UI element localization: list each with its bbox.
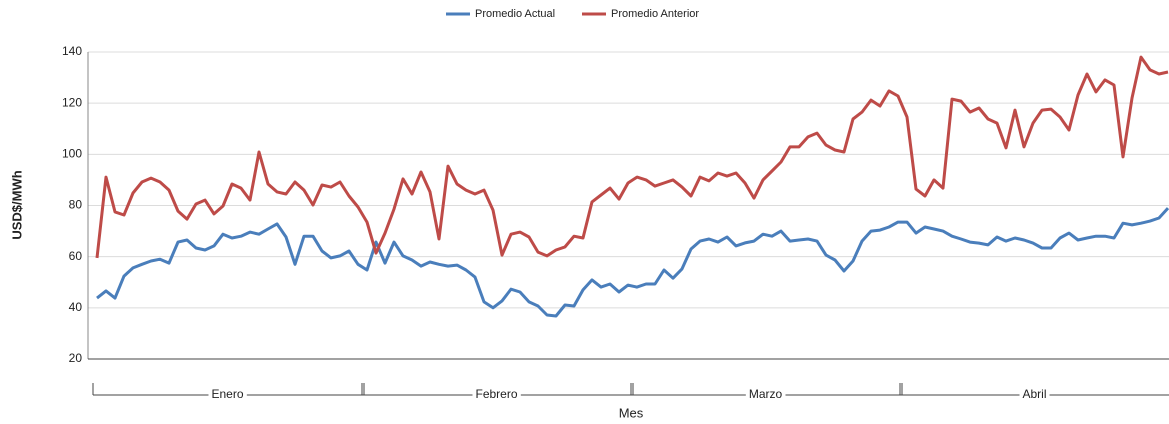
y-tick-label: 120 — [62, 95, 82, 109]
label-bg — [472, 387, 521, 402]
y-tick-label: 100 — [62, 147, 82, 161]
y-tick-label: 80 — [69, 198, 83, 212]
y-tick-label: 20 — [69, 351, 83, 365]
label-bg — [745, 387, 786, 402]
series-line — [96, 207, 1169, 318]
x-tick-label: Abril — [1022, 387, 1046, 401]
y-tick-label: 140 — [62, 44, 82, 58]
x-axis-title: Mes — [619, 405, 644, 420]
legend-label: Promedio Anterior — [611, 8, 699, 20]
y-axis-title: USD$/MWh — [9, 170, 24, 239]
y-tick-label: 60 — [69, 249, 83, 263]
x-tick-label: Enero — [211, 387, 243, 401]
label-bg — [208, 387, 247, 402]
x-tick-label: Marzo — [749, 387, 783, 401]
label-bg — [1019, 387, 1050, 402]
legend-label: Promedio Actual — [475, 8, 555, 20]
series-line — [95, 55, 1169, 259]
y-tick-label: 40 — [69, 300, 83, 314]
x-tick-label: Febrero — [475, 387, 517, 401]
